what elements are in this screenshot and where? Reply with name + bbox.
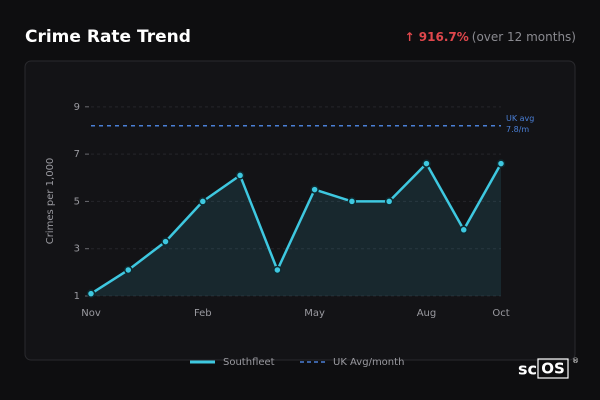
y-tick-label: 1: [74, 291, 80, 302]
point: [422, 159, 431, 168]
point: [235, 171, 245, 180]
change-note: (over 12 months): [472, 30, 576, 44]
brand-box: [537, 358, 569, 379]
point: [347, 197, 357, 206]
line: [90, 162, 503, 295]
brand-suffix: OS: [541, 360, 565, 378]
change-value: ↑ 916.7%: [405, 30, 469, 44]
change-summary: ↑ 916.7% (over 12 months): [405, 30, 576, 44]
x-tick-label: Oct: [492, 308, 509, 319]
y-tick-label: 5: [74, 196, 80, 207]
x-tick-label: Nov: [81, 308, 101, 319]
brand-prefix: sc: [518, 360, 537, 379]
y-axis-label: Crimes per 1,000: [45, 158, 56, 245]
card: [24, 60, 576, 361]
y-tick-label: 3: [74, 244, 80, 255]
legend-label: UK Avg/month: [333, 357, 404, 368]
x-tick-label: Feb: [194, 308, 212, 319]
reference-annotation: 7.8/m: [506, 125, 529, 134]
point: [459, 225, 468, 235]
point: [86, 289, 96, 298]
y-tick-label: 7: [74, 149, 80, 160]
point: [161, 237, 170, 246]
reference-annotation: UK avg: [506, 114, 534, 123]
y-tick-label: 9: [74, 102, 80, 113]
chart-title: Crime Rate Trend: [25, 27, 191, 47]
point: [273, 265, 282, 275]
legend-label: Southfleet: [223, 357, 275, 368]
point: [310, 185, 319, 194]
x-tick-label: May: [304, 308, 325, 319]
brand-mark: ®: [572, 357, 579, 365]
x-tick-label: Aug: [417, 308, 437, 319]
point: [198, 197, 208, 206]
point: [124, 265, 133, 275]
point: [496, 159, 506, 168]
point: [384, 197, 394, 206]
